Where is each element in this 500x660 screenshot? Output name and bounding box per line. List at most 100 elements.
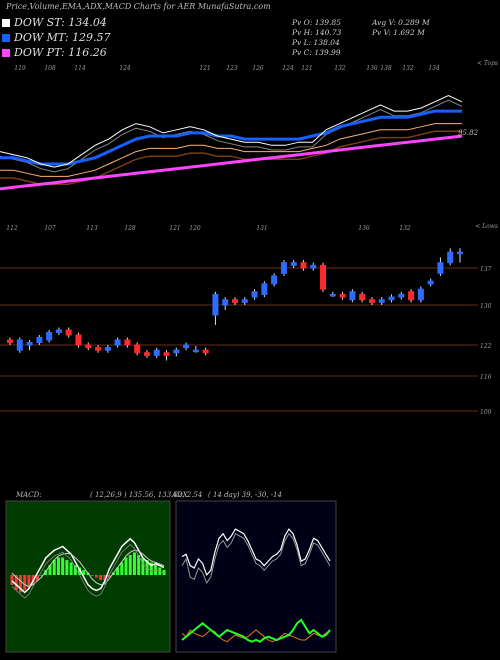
macd-histogram-bar (154, 565, 158, 575)
adx-line-green (181, 618, 331, 643)
price-candle-body (300, 262, 307, 269)
legend-item-dow-st: DOW ST: 134.04 (2, 16, 107, 29)
price-candle-body (212, 293, 219, 316)
top-tick-label: 114 (74, 65, 86, 72)
ema-line-orange (0, 123, 462, 177)
legend-item-dow-mt: DOW MT: 129.57 (2, 31, 111, 44)
price-candle-body (36, 337, 43, 343)
legend-label: DOW ST: (14, 16, 65, 29)
macd-histogram-bar (141, 557, 145, 575)
macd-params: ( 12,26,9 ) 135.56, 133.02, 2.54 (90, 491, 202, 499)
macd-histogram-bar (162, 570, 166, 575)
top-tick-label: 132 (402, 65, 414, 72)
bottom-tick-label: 128 (124, 225, 136, 232)
macd-histogram-bar (128, 555, 132, 575)
price-candle-body (437, 262, 444, 274)
macd-line (11, 537, 165, 594)
price-candle-body (153, 349, 160, 356)
macd-histogram-bar (132, 552, 136, 575)
price-candle-body (320, 264, 327, 290)
adx-line-orange (181, 629, 331, 643)
top-tick-label: 108 (44, 65, 56, 72)
price-candle-body (46, 332, 53, 341)
price-candle-body (290, 262, 297, 266)
price-tick-label: 122 (480, 343, 492, 350)
price-candle-body (104, 347, 111, 351)
price-candle-body (339, 293, 346, 298)
price-tick-label: 137 (480, 266, 492, 273)
price-candle-body (163, 352, 170, 356)
price-candle-body (349, 291, 356, 301)
macd-histogram-bar (40, 575, 44, 576)
price-candle-body (417, 288, 424, 301)
swatch-blue-icon (2, 34, 10, 42)
stat-avg-volume: Avg V: 0.289 M (372, 18, 430, 27)
macd-histogram-bar (78, 567, 82, 575)
page-title: Price,Volume,EMA,ADX,MACD Charts for AER… (6, 2, 271, 11)
macd-histogram-bar (82, 570, 86, 575)
macd-histogram-bar (35, 575, 39, 580)
top-tick-label: 134 (428, 65, 440, 72)
corner-label-lows: < Lows (475, 223, 498, 230)
macd-histogram-bar (94, 575, 98, 578)
macd-histogram-bar (52, 560, 56, 575)
price-candle-body (55, 329, 62, 333)
price-candle-body (457, 251, 463, 255)
macd-histogram-bar (99, 575, 103, 580)
price-candle-body (280, 262, 287, 274)
macd-histogram-bar (103, 575, 107, 580)
macd-histogram-bar (124, 557, 128, 575)
price-candle-body (16, 339, 23, 351)
corner-label-tops: < Tops (477, 60, 498, 67)
price-candle-body (447, 251, 454, 264)
price-candle-body (398, 293, 405, 298)
swatch-magenta-icon (2, 49, 10, 57)
stat-prev-volume: Pv V: 1.692 M (372, 28, 425, 37)
price-candle-body (359, 293, 366, 301)
price-candle-body (124, 339, 131, 346)
price-candle-body (85, 344, 92, 349)
legend-value: 116.26 (68, 46, 107, 59)
macd-histogram-bar (18, 575, 22, 593)
price-candle-body (7, 339, 13, 343)
adx-panel-bg (175, 500, 337, 653)
bottom-tick-label: 113 (86, 225, 98, 232)
price-candle-body (329, 293, 336, 297)
price-candle-body (251, 291, 258, 298)
adx-line-white (181, 528, 331, 577)
macd-histogram-bar (69, 562, 73, 575)
macd-title: MACD: (15, 491, 42, 499)
macd-histogram-bar (149, 562, 153, 575)
macd-histogram-bar (48, 565, 52, 575)
price-candle-body (408, 291, 415, 301)
stat-open: Pv O: 139.85 (292, 18, 341, 27)
bottom-tick-label: 107 (44, 225, 56, 232)
adx-title: ADX (171, 491, 189, 499)
macd-panel-bg (5, 500, 171, 653)
legend-label: DOW MT: (14, 31, 69, 44)
top-tick-label: 124 (282, 65, 294, 72)
top-tick-label: 126 (252, 65, 264, 72)
stat-low: Pv L: 138.04 (292, 38, 340, 47)
macd-histogram-bar (137, 555, 141, 575)
top-tick-label: 123 (226, 65, 238, 72)
ema-last-value: 95.82 (458, 129, 479, 137)
stat-high: Pv H: 140.73 (292, 28, 342, 37)
price-candle-body (388, 296, 395, 301)
price-candle-body (26, 342, 33, 346)
price-tick-label: 130 (480, 303, 492, 310)
price-candle-body (261, 283, 268, 295)
adx-params: ( 14 day) 39, -30, -14 (208, 491, 282, 499)
ema-line-white (0, 95, 463, 168)
price-candle-body (271, 275, 278, 285)
macd-histogram-bar (27, 575, 31, 588)
macd-histogram-bar (56, 557, 60, 575)
macd-histogram-bar (107, 575, 111, 578)
price-candle-body (241, 299, 248, 303)
price-candle-body (310, 264, 317, 269)
top-tick-label: 136 (366, 65, 378, 72)
top-tick-label: 121 (301, 65, 312, 72)
top-tick-label: 138 (380, 65, 392, 72)
price-tick-label: 109 (480, 409, 492, 416)
